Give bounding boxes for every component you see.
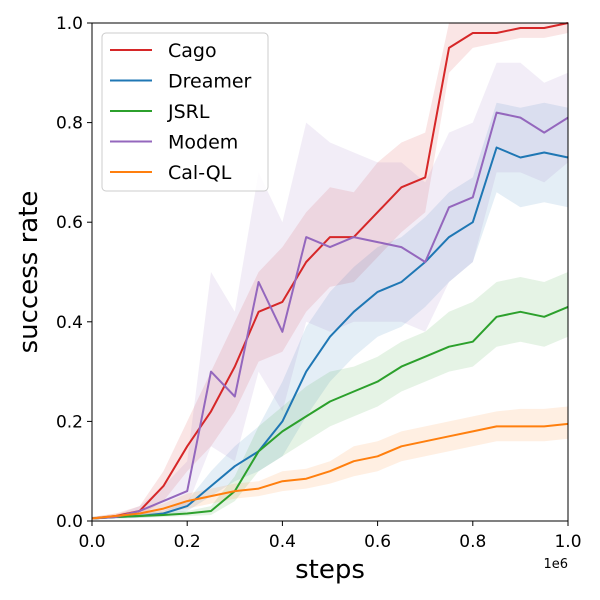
x-tick-label: 0.4 xyxy=(269,532,296,552)
jsrl-band xyxy=(92,272,568,520)
y-tick-label: 0.6 xyxy=(56,213,83,233)
modem-band xyxy=(92,62,568,520)
x-offset-text: 1e6 xyxy=(543,557,568,572)
legend: Cago Dreamer JSRL Modem Cal-QL xyxy=(101,32,269,192)
x-axis-label: steps xyxy=(295,555,365,585)
axes xyxy=(91,22,569,522)
x-axis-ticks: 0.0 0.2 0.4 0.6 0.8 1.0 xyxy=(78,521,582,552)
cago-band xyxy=(92,23,568,520)
x-tick-label: 0.0 xyxy=(78,532,105,552)
legend-box xyxy=(101,32,269,192)
plot-frame xyxy=(91,22,569,522)
y-tick-label: 0.8 xyxy=(56,114,83,134)
x-tick-label: 1.0 xyxy=(554,532,581,552)
modem-line xyxy=(91,111,569,520)
cago-line xyxy=(91,22,569,520)
legend-label-dreamer: Dreamer xyxy=(168,71,252,93)
y-axis-label: success rate xyxy=(14,191,44,354)
legend-label-modem: Modem xyxy=(168,132,238,154)
x-tick-label: 0.8 xyxy=(459,532,486,552)
y-tick-label: 1.0 xyxy=(56,14,83,34)
x-tick-label: 0.2 xyxy=(174,532,201,552)
x-tick-label: 0.6 xyxy=(364,532,391,552)
legend-label-cago: Cago xyxy=(168,40,217,62)
cal-ql-line xyxy=(91,422,569,520)
y-tick-label: 0.0 xyxy=(56,512,83,532)
legend-label-jsrl: JSRL xyxy=(167,101,210,123)
jsrl-line xyxy=(91,305,569,520)
y-tick-label: 0.4 xyxy=(56,313,83,333)
cal-ql-band xyxy=(92,406,568,520)
dreamer-line xyxy=(91,146,569,520)
y-tick-label: 0.2 xyxy=(56,412,83,432)
series-lines xyxy=(91,22,569,520)
y-axis-ticks: 0.0 0.2 0.4 0.6 0.8 1.0 xyxy=(56,14,92,532)
legend-label-cal-ql: Cal-QL xyxy=(168,162,232,184)
